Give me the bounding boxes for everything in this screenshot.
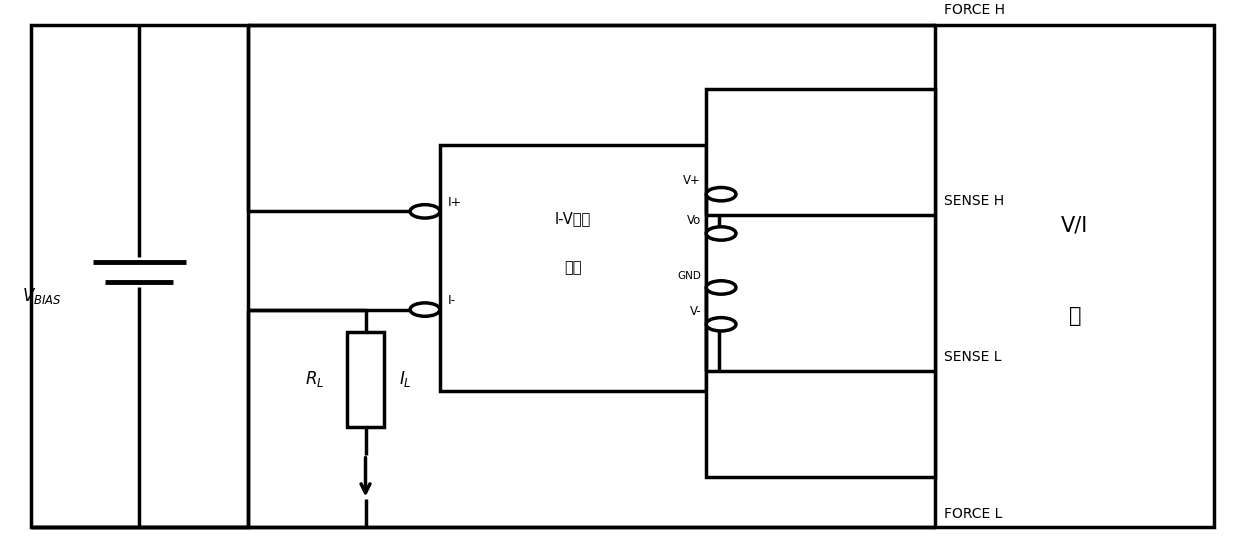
Circle shape: [706, 281, 736, 294]
Text: SENSE H: SENSE H: [944, 194, 1005, 208]
Bar: [935, 25, 1214, 527]
Bar: [440, 145, 706, 391]
Text: I-V转换: I-V转换: [555, 211, 591, 226]
Text: V/I: V/I: [1062, 216, 1088, 236]
Text: $R_L$: $R_L$: [305, 369, 325, 389]
Text: I-: I-: [447, 294, 456, 307]
Text: FORCE H: FORCE H: [944, 3, 1005, 17]
Text: SENSE L: SENSE L: [944, 350, 1001, 364]
Circle shape: [706, 227, 736, 240]
Circle shape: [706, 187, 736, 201]
Text: V+: V+: [684, 175, 701, 187]
Text: $I_L$: $I_L$: [399, 369, 411, 389]
Text: V-: V-: [690, 305, 701, 318]
Circle shape: [410, 303, 440, 316]
Circle shape: [410, 205, 440, 218]
Text: $V_{BIAS}$: $V_{BIAS}$: [22, 286, 62, 306]
Text: 电路: 电路: [564, 261, 582, 275]
Text: Vo: Vo: [686, 214, 701, 227]
Circle shape: [706, 318, 736, 331]
Text: I+: I+: [447, 196, 462, 209]
Text: FORCE L: FORCE L: [944, 507, 1002, 521]
Text: 源: 源: [1068, 306, 1082, 326]
Text: GND: GND: [678, 271, 701, 281]
Bar: [706, 89, 935, 477]
Bar: [347, 332, 384, 427]
Bar: [31, 25, 248, 527]
